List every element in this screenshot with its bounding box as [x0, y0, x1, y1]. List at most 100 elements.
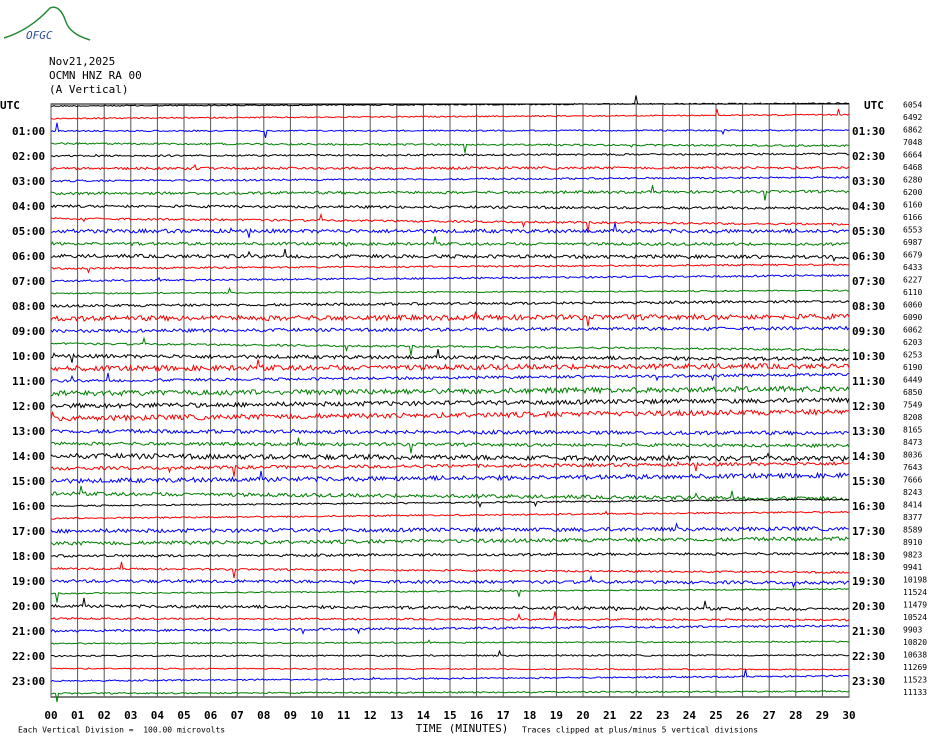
row-value: 8036 [903, 451, 922, 460]
row-value: 8243 [903, 488, 922, 497]
left-time-label: 19:00 [12, 575, 45, 588]
left-axis-title: UTC [0, 99, 20, 112]
right-time-label: 11:30 [852, 375, 885, 388]
x-tick-label: 00 [44, 709, 57, 722]
x-tick-label: 28 [789, 709, 802, 722]
right-time-label: 21:30 [852, 625, 885, 638]
row-value: 11524 [903, 588, 927, 597]
row-value: 7549 [903, 401, 922, 410]
trace [50, 222, 850, 238]
trace [50, 574, 850, 589]
row-value: 6449 [903, 376, 922, 385]
trace [50, 551, 850, 558]
row-value: 9823 [903, 551, 922, 560]
row-value: 8910 [903, 538, 922, 547]
row-value: 6054 [903, 101, 922, 110]
logo: OFGC [26, 29, 53, 42]
trace [50, 384, 850, 397]
right-time-label: 17:30 [852, 525, 885, 538]
row-value: 10198 [903, 576, 927, 585]
x-tick-label: 04 [151, 709, 165, 722]
x-tick-label: 01 [71, 709, 85, 722]
trace [50, 175, 850, 183]
left-time-label: 04:00 [12, 200, 45, 213]
left-time-label: 03:00 [12, 175, 45, 188]
row-value: 8414 [903, 501, 922, 510]
trace [51, 142, 850, 153]
row-value: 6862 [903, 126, 922, 135]
trace [50, 122, 850, 139]
x-tick-label: 22 [630, 709, 643, 722]
row-value: 6850 [903, 388, 922, 397]
left-time-label: 15:00 [12, 475, 45, 488]
trace [50, 325, 850, 334]
right-time-label: 01:30 [852, 125, 885, 138]
left-time-label: 06:00 [12, 250, 45, 263]
trace [50, 248, 850, 263]
row-value: 11269 [903, 663, 927, 672]
x-tick-label: 19 [550, 709, 563, 722]
x-tick-label: 26 [736, 709, 750, 722]
trace [50, 460, 850, 477]
row-value: 8377 [903, 513, 922, 522]
left-time-label: 10:00 [12, 350, 45, 363]
trace [50, 396, 850, 410]
left-time-label: 23:00 [12, 675, 45, 688]
row-value: 8165 [903, 426, 922, 435]
x-tick-label: 24 [683, 709, 697, 722]
x-tick-label: 20 [576, 709, 589, 722]
trace [50, 437, 850, 454]
right-time-label: 20:30 [852, 600, 885, 613]
row-value: 9941 [903, 563, 922, 572]
trace [51, 263, 850, 274]
title-line: OCMN HNZ RA 00 [49, 69, 142, 82]
row-value: 6253 [903, 351, 922, 360]
row-value: 8589 [903, 526, 922, 535]
right-time-label: 06:30 [852, 250, 885, 263]
row-value: 6492 [903, 113, 922, 122]
left-time-label: 01:00 [12, 125, 45, 138]
trace [50, 408, 850, 422]
trace [51, 185, 850, 201]
x-tick-label: 30 [842, 709, 855, 722]
row-value: 6160 [903, 201, 922, 210]
left-time-label: 16:00 [12, 500, 45, 513]
right-time-label: 05:30 [852, 225, 885, 238]
x-tick-label: 16 [470, 709, 484, 722]
trace [50, 522, 850, 534]
trace [50, 597, 850, 612]
trace [50, 587, 849, 603]
trace [50, 349, 850, 363]
x-tick-label: 13 [390, 709, 403, 722]
right-time-label: 08:30 [852, 300, 885, 313]
right-time-label: 07:30 [852, 275, 885, 288]
trace [50, 163, 850, 171]
x-tick-label: 21 [603, 709, 617, 722]
right-time-label: 23:30 [852, 675, 885, 688]
right-time-label: 12:30 [852, 400, 885, 413]
trace [50, 204, 850, 211]
trace [50, 311, 850, 327]
right-time-label: 16:30 [852, 500, 885, 513]
row-value: 6166 [903, 213, 922, 222]
x-tick-label: 15 [443, 709, 456, 722]
x-axis-label: TIME (MINUTES) [416, 722, 509, 735]
trace [50, 236, 850, 247]
x-tick-label: 27 [763, 709, 776, 722]
right-time-label: 13:30 [852, 425, 885, 438]
right-time-label: 10:30 [852, 350, 885, 363]
x-tick-label: 17 [497, 709, 510, 722]
left-time-label: 09:00 [12, 325, 45, 338]
trace [50, 624, 850, 635]
trace [50, 561, 850, 579]
row-value: 11479 [903, 601, 927, 610]
left-time-label: 12:00 [12, 400, 45, 413]
left-time-label: 22:00 [12, 650, 45, 663]
left-time-label: 08:00 [12, 300, 45, 313]
trace [50, 108, 850, 120]
x-tick-label: 18 [523, 709, 536, 722]
row-value: 10638 [903, 651, 927, 660]
trace [50, 299, 850, 308]
footer-right: Traces clipped at plus/minus 5 vertical … [522, 726, 758, 735]
